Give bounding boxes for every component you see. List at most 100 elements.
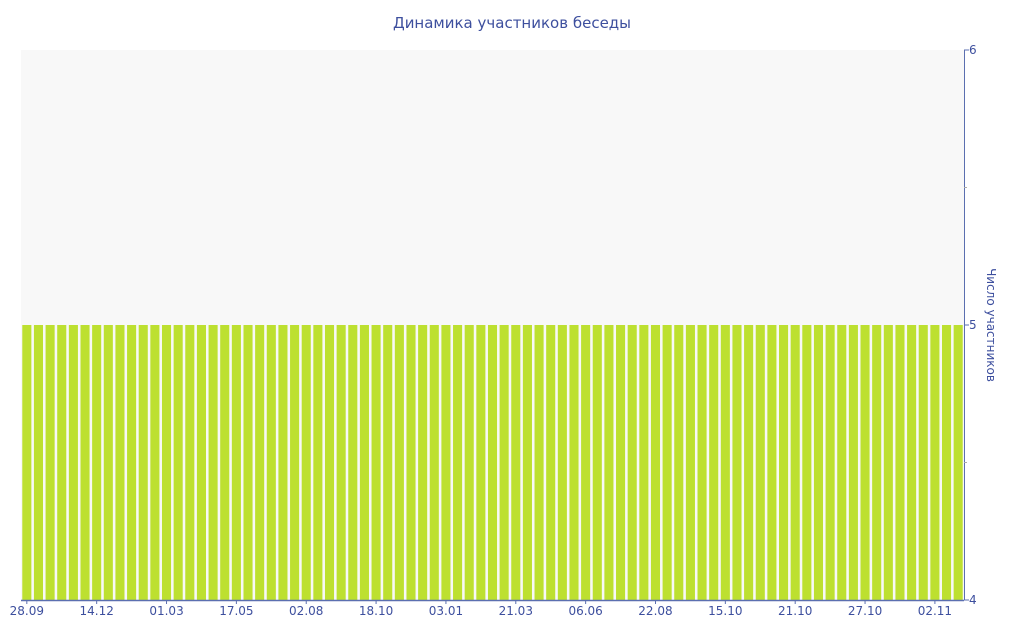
bar	[511, 325, 521, 600]
x-tick-label: 14.12	[79, 604, 113, 618]
bar	[732, 325, 742, 600]
bar	[441, 325, 451, 600]
bar	[627, 325, 637, 600]
bar	[359, 325, 369, 600]
bar	[662, 325, 672, 600]
bar	[348, 325, 358, 600]
bar	[57, 325, 67, 600]
x-tick-label: 02.11	[918, 604, 952, 618]
bar	[476, 325, 486, 600]
x-tick-label: 27.10	[848, 604, 882, 618]
bar	[534, 325, 544, 600]
bar	[581, 325, 591, 600]
chart-title: Динамика участников беседы	[393, 14, 631, 32]
bar	[103, 325, 113, 600]
bar	[185, 325, 195, 600]
bar	[813, 325, 824, 600]
bar	[487, 325, 498, 600]
bar	[138, 325, 148, 600]
bar	[650, 325, 661, 600]
axes: 4 5 6 28.09 14.12 01.03 17.05 02.08 18.10 03.01 21…	[10, 43, 977, 618]
bar	[767, 325, 777, 600]
bar	[895, 325, 905, 600]
bar	[161, 325, 172, 600]
bar	[499, 325, 509, 600]
bar	[848, 325, 858, 600]
bar	[231, 325, 241, 600]
x-tick-label: 28.09	[10, 604, 44, 618]
bar	[22, 325, 32, 600]
bar	[918, 325, 928, 600]
bar	[220, 325, 230, 600]
bar	[255, 325, 265, 600]
bar	[522, 325, 532, 600]
x-tick-label: 21.10	[778, 604, 812, 618]
bar	[418, 325, 428, 600]
bar	[80, 325, 90, 600]
bar	[872, 325, 882, 600]
bar	[837, 325, 847, 600]
bar	[546, 325, 556, 600]
bar	[569, 325, 579, 600]
bar	[266, 325, 276, 600]
x-tick-label: 02.08	[289, 604, 323, 618]
bar	[453, 325, 463, 600]
bar	[196, 325, 206, 600]
bar	[907, 325, 917, 600]
bar	[720, 325, 730, 600]
bar	[790, 325, 800, 600]
bar	[406, 325, 416, 600]
bar	[429, 325, 439, 600]
bar	[639, 325, 649, 600]
bar	[685, 325, 695, 600]
bar	[930, 325, 940, 600]
bar	[301, 325, 311, 600]
y-tick-label: 6	[969, 43, 977, 57]
bar	[313, 325, 323, 600]
bar	[697, 325, 707, 600]
bar	[674, 325, 684, 600]
bar	[150, 325, 160, 600]
bar	[941, 325, 952, 600]
bar	[802, 325, 812, 600]
bars	[22, 325, 963, 600]
bar	[616, 325, 626, 600]
x-tick-label: 01.03	[149, 604, 183, 618]
bar	[92, 325, 102, 600]
x-tick-label: 03.01	[429, 604, 463, 618]
bar	[243, 325, 253, 600]
bar	[33, 325, 44, 600]
bar	[371, 325, 381, 600]
bar	[755, 325, 765, 600]
bar	[278, 325, 288, 600]
bar	[557, 325, 567, 600]
bar	[883, 325, 893, 600]
x-tick-label: 06.06	[568, 604, 602, 618]
y-tick-label: 5	[969, 318, 977, 332]
bar	[68, 325, 78, 600]
x-tick-label: 15.10	[708, 604, 742, 618]
bar	[464, 325, 474, 600]
bar	[744, 325, 754, 600]
bar	[115, 325, 125, 600]
bar	[383, 325, 393, 600]
bar	[127, 325, 137, 600]
x-tick-label: 22.08	[638, 604, 672, 618]
bar	[825, 325, 835, 600]
y-tick-label: 4	[969, 593, 977, 607]
bar	[953, 325, 963, 600]
x-tick-label: 17.05	[219, 604, 253, 618]
bar	[324, 325, 335, 600]
bar	[779, 325, 789, 600]
bar	[709, 325, 719, 600]
bar	[592, 325, 602, 600]
bar	[336, 325, 346, 600]
y-axis-label: Число участников	[984, 268, 998, 382]
x-tick-label: 18.10	[359, 604, 393, 618]
x-tick-label: 21.03	[499, 604, 533, 618]
bar	[45, 325, 55, 600]
bar	[290, 325, 300, 600]
bar	[604, 325, 614, 600]
bar	[173, 325, 183, 600]
